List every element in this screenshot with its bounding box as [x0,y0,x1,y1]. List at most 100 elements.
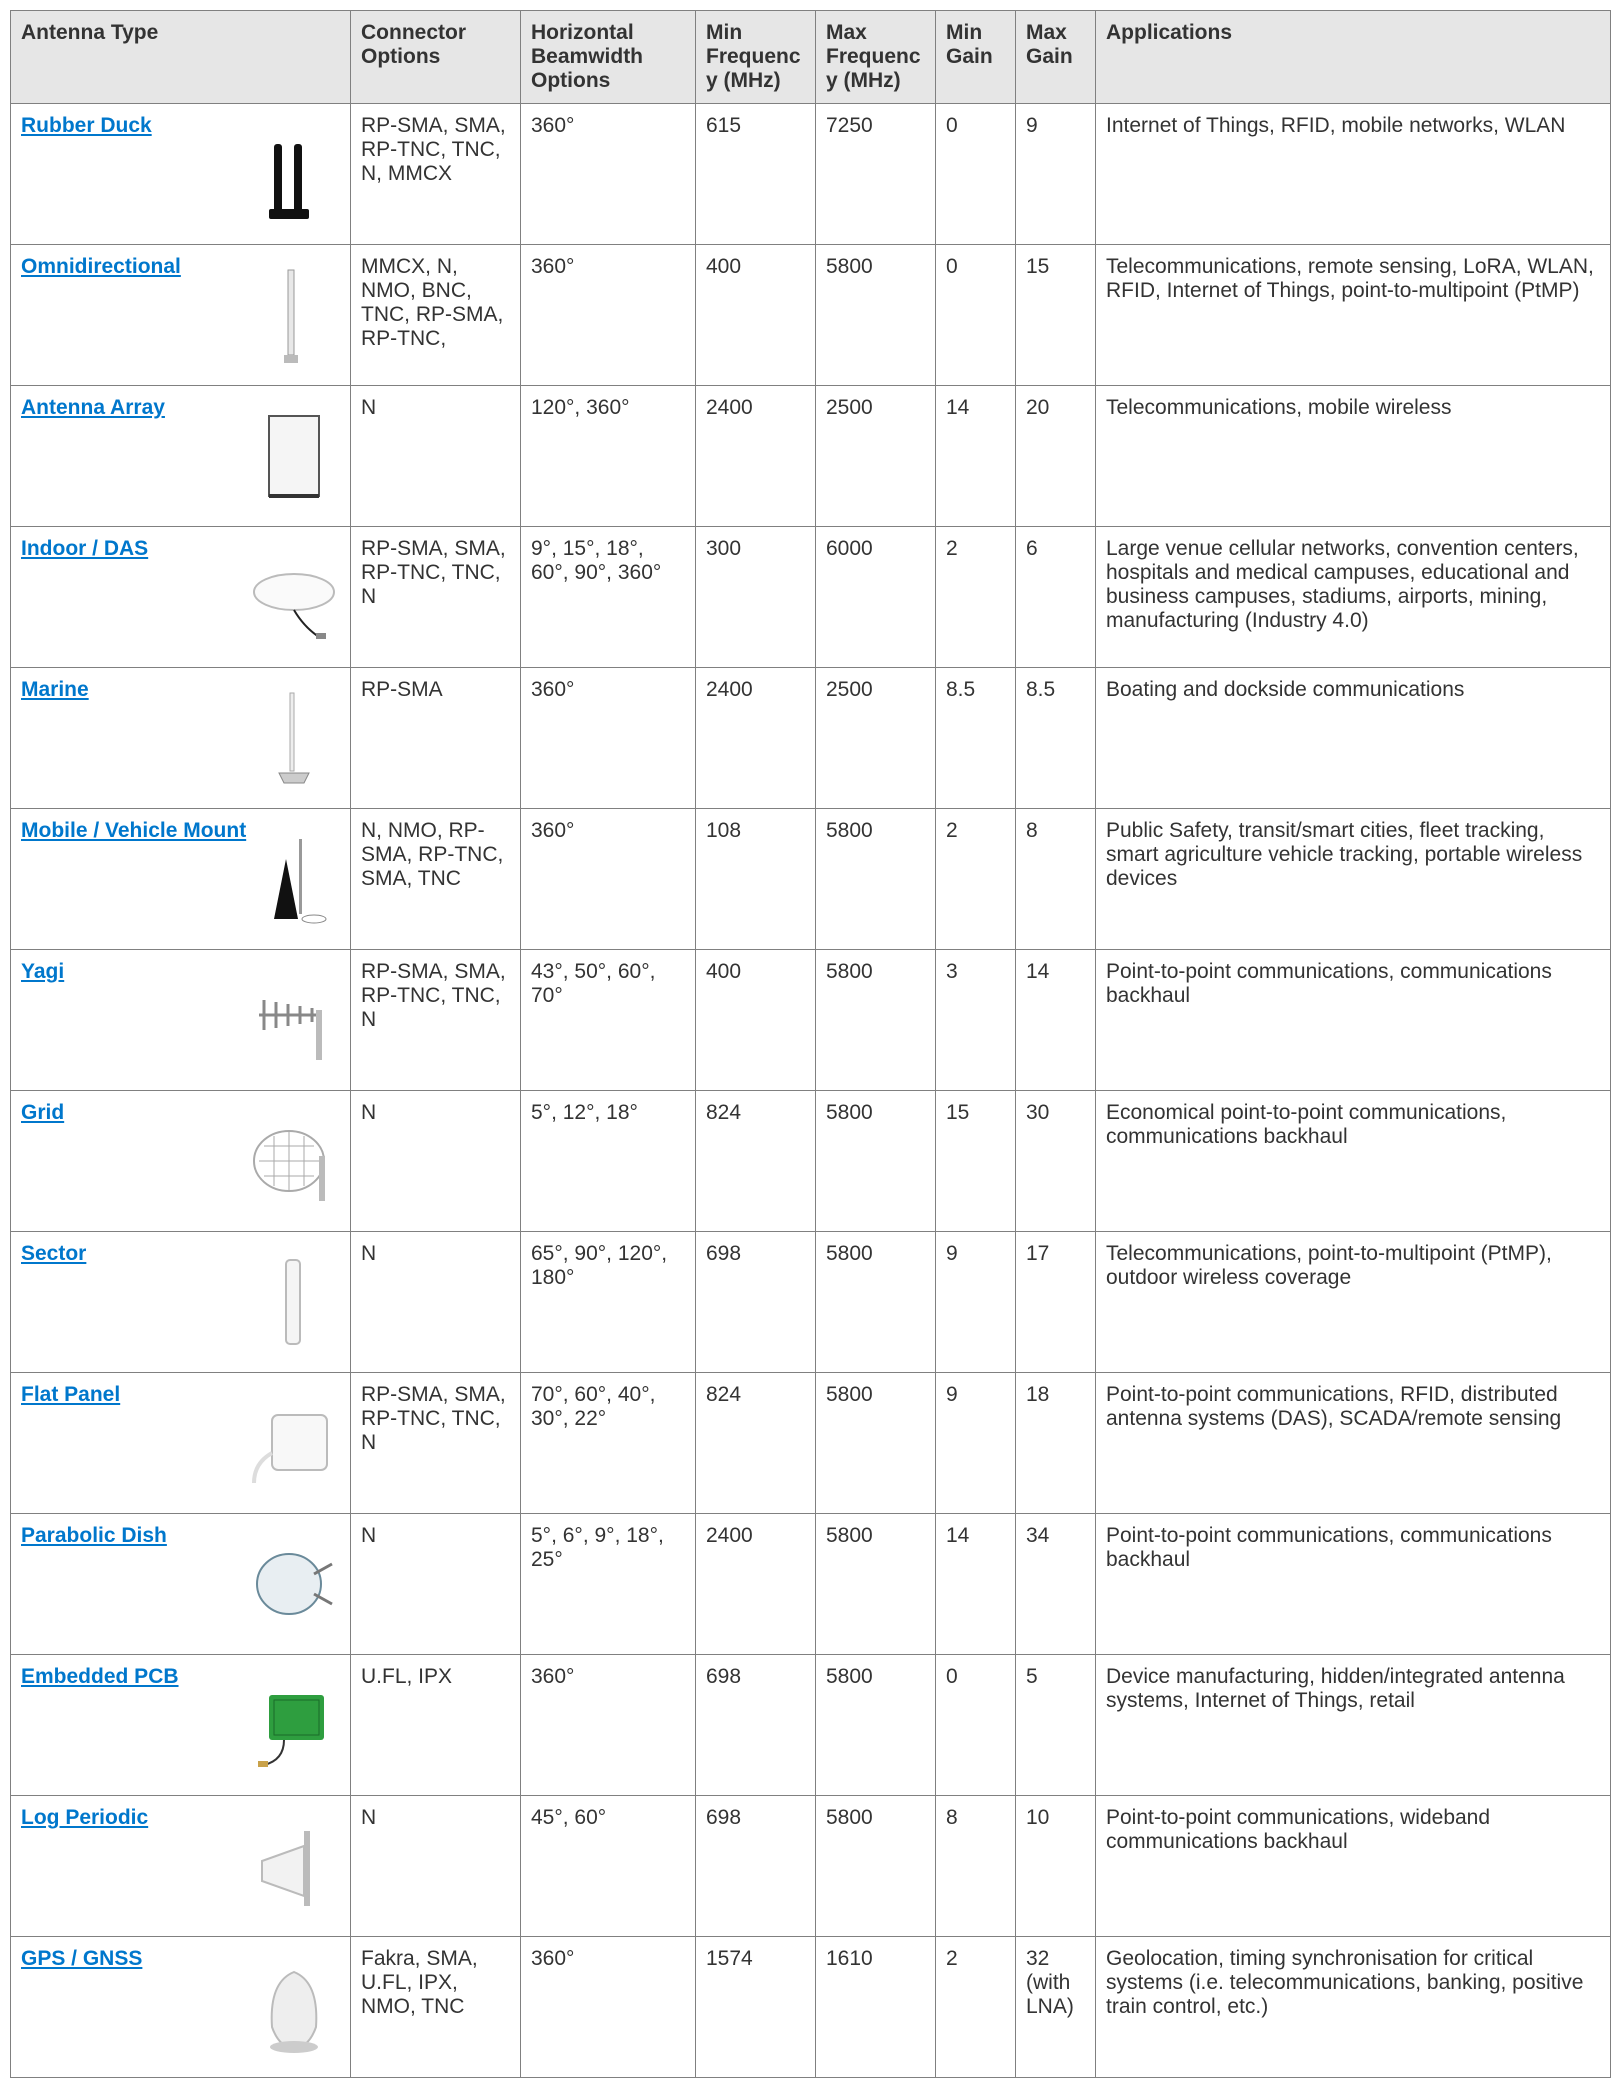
cell-max-gain: 20 [1016,386,1096,527]
col-applications: Applications [1096,11,1611,104]
array-icon [244,392,344,520]
cell-max-gain: 10 [1016,1796,1096,1937]
cell-min-gain: 0 [936,245,1016,386]
table-row: Embedded PCBU.FL, IPX360°698580005Device… [11,1655,1611,1796]
cell-beamwidth: 65°, 90°, 120°, 180° [521,1232,696,1373]
table-header-row: Antenna Type Connector Options Horizonta… [11,11,1611,104]
cell-applications: Telecommunications, mobile wireless [1096,386,1611,527]
antenna-comparison-table: Antenna Type Connector Options Horizonta… [10,10,1611,2078]
cell-connector: U.FL, IPX [351,1655,521,1796]
cell-applications: Large venue cellular networks, conventio… [1096,527,1611,668]
cell-beamwidth: 5°, 12°, 18° [521,1091,696,1232]
table-row: Rubber Duck RP-SMA, SMA, RP-TNC, TNC, N, … [11,104,1611,245]
antenna-type-link[interactable]: Mobile / Vehicle Mount [21,819,246,842]
cell-connector: MMCX, N, NMO, BNC, TNC, RP-SMA, RP-TNC, [351,245,521,386]
cell-applications: Telecommunications, point-to-multipoint … [1096,1232,1611,1373]
logperiodic-icon [244,1802,344,1930]
cell-antenna-type: Flat Panel [11,1373,351,1514]
cell-antenna-type: Log Periodic [11,1796,351,1937]
cell-min-freq: 108 [696,809,816,950]
antenna-type-link[interactable]: Antenna Array [21,396,165,419]
table-row: Omnidirectional MMCX, N, NMO, BNC, TNC, R… [11,245,1611,386]
cell-max-gain: 18 [1016,1373,1096,1514]
cell-applications: Point-to-point communications, communica… [1096,1514,1611,1655]
col-min-gain: Min Gain [936,11,1016,104]
cell-connector: Fakra, SMA, U.FL, IPX, NMO, TNC [351,1937,521,2078]
cell-max-freq: 5800 [816,245,936,386]
cell-min-gain: 9 [936,1373,1016,1514]
antenna-type-link[interactable]: Flat Panel [21,1383,120,1406]
antenna-type-link[interactable]: GPS / GNSS [21,1947,142,1970]
cell-max-gain: 34 [1016,1514,1096,1655]
cell-connector: N [351,1091,521,1232]
cell-min-freq: 300 [696,527,816,668]
cell-beamwidth: 9°, 15°, 18°, 60°, 90°, 360° [521,527,696,668]
table-row: Mobile / Vehicle MountN, NMO, RP-SMA, RP… [11,809,1611,950]
antenna-type-link[interactable]: Grid [21,1101,64,1124]
table-row: Log PeriodicN45°, 60°6985800810Point-to-… [11,1796,1611,1937]
cell-applications: Internet of Things, RFID, mobile network… [1096,104,1611,245]
table-row: GPS / GNSS Fakra, SMA, U.FL, IPX, NMO, TN… [11,1937,1611,2078]
antenna-type-link[interactable]: Indoor / DAS [21,537,148,560]
col-max-gain: Max Gain [1016,11,1096,104]
antenna-type-link[interactable]: Log Periodic [21,1806,148,1829]
antenna-type-link[interactable]: Rubber Duck [21,114,152,137]
cell-max-freq: 1610 [816,1937,936,2078]
antenna-type-link[interactable]: Omnidirectional [21,255,181,278]
cell-min-gain: 14 [936,386,1016,527]
cell-min-gain: 0 [936,1655,1016,1796]
cell-min-freq: 615 [696,104,816,245]
cell-max-freq: 2500 [816,386,936,527]
table-row: Flat PanelRP-SMA, SMA, RP-TNC, TNC, N70°… [11,1373,1611,1514]
cell-min-gain: 14 [936,1514,1016,1655]
cell-max-freq: 5800 [816,1514,936,1655]
gps-icon [244,1943,344,2071]
cell-min-freq: 400 [696,245,816,386]
table-row: GridN5°, 12°, 18°82458001530Economical p… [11,1091,1611,1232]
sector-icon [244,1238,344,1366]
cell-max-gain: 6 [1016,527,1096,668]
cell-min-gain: 8 [936,1796,1016,1937]
grid-icon [244,1097,344,1225]
cell-antenna-type: Grid [11,1091,351,1232]
cell-antenna-type: Sector [11,1232,351,1373]
cell-applications: Point-to-point communications, communica… [1096,950,1611,1091]
cell-min-freq: 824 [696,1091,816,1232]
cell-max-gain: 30 [1016,1091,1096,1232]
cell-min-gain: 2 [936,527,1016,668]
antenna-type-link[interactable]: Marine [21,678,89,701]
yagi-icon [244,956,344,1084]
antenna-type-link[interactable]: Parabolic Dish [21,1524,167,1547]
cell-min-freq: 2400 [696,1514,816,1655]
cell-max-gain: 32 (with LNA) [1016,1937,1096,2078]
antenna-type-link[interactable]: Sector [21,1242,86,1265]
table-row: Parabolic DishN5°, 6°, 9°, 18°, 25°24005… [11,1514,1611,1655]
cell-applications: Economical point-to-point communications… [1096,1091,1611,1232]
col-beamwidth: Horizontal Beamwidth Options [521,11,696,104]
cell-beamwidth: 360° [521,104,696,245]
cell-antenna-type: Marine [11,668,351,809]
cell-max-gain: 8.5 [1016,668,1096,809]
cell-min-freq: 698 [696,1232,816,1373]
antenna-type-link[interactable]: Embedded PCB [21,1665,179,1688]
flatpanel-icon [244,1379,344,1507]
cell-max-gain: 5 [1016,1655,1096,1796]
cell-min-freq: 400 [696,950,816,1091]
cell-connector: RP-SMA, SMA, RP-TNC, TNC, N, MMCX [351,104,521,245]
parabolic-icon [244,1520,344,1648]
cell-min-freq: 698 [696,1655,816,1796]
cell-min-gain: 8.5 [936,668,1016,809]
table-row: Indoor / DASRP-SMA, SMA, RP-TNC, TNC, N9… [11,527,1611,668]
cell-min-gain: 0 [936,104,1016,245]
cell-beamwidth: 120°, 360° [521,386,696,527]
col-connector: Connector Options [351,11,521,104]
cell-max-freq: 5800 [816,1655,936,1796]
col-min-freq: Min Frequency (MHz) [696,11,816,104]
cell-beamwidth: 360° [521,809,696,950]
cell-antenna-type: Embedded PCB [11,1655,351,1796]
cell-connector: N [351,1796,521,1937]
antenna-type-link[interactable]: Yagi [21,960,64,983]
cell-max-gain: 9 [1016,104,1096,245]
rubber-duck-icon [244,110,344,238]
cell-antenna-type: GPS / GNSS [11,1937,351,2078]
